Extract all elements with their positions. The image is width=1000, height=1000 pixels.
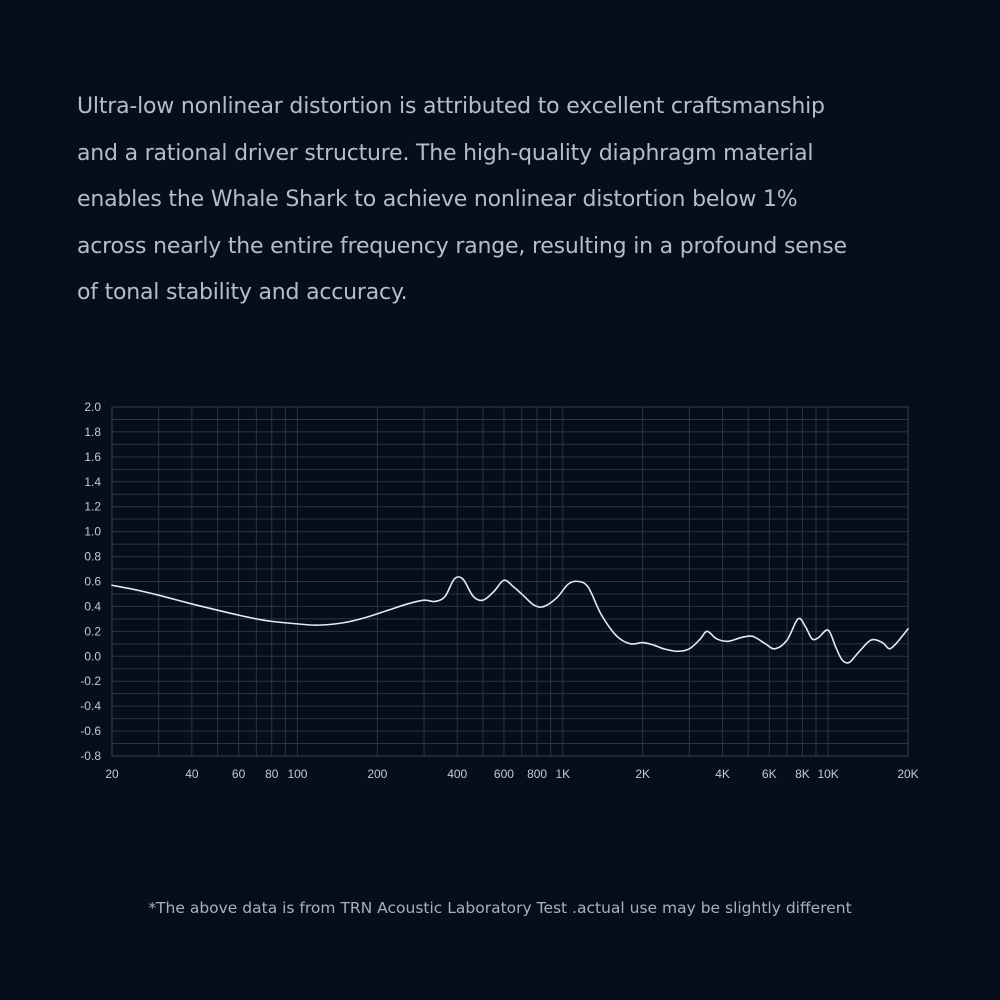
y-tick-label: -0.2 (80, 674, 101, 688)
description-paragraph: Ultra-low nonlinear distortion is attrib… (77, 84, 937, 317)
y-tick-label: -0.6 (80, 724, 101, 738)
y-tick-label: 1.6 (84, 450, 101, 464)
y-tick-label: -0.4 (80, 699, 101, 713)
description-line: across nearly the entire frequency range… (77, 233, 847, 259)
y-tick-label: -0.8 (80, 749, 101, 763)
x-tick-label: 6K (762, 767, 777, 781)
plot-frame (111, 406, 909, 757)
x-tick-label: 8K (795, 767, 810, 781)
distortion-series-line (111, 576, 909, 664)
x-tick-label: 100 (287, 767, 307, 781)
x-tick-label: 2K (635, 767, 650, 781)
y-tick-label: 0.0 (84, 649, 101, 663)
y-tick-label: 0.6 (84, 575, 101, 589)
y-tick-label: 1.8 (84, 425, 101, 439)
x-tick-label: 200 (367, 767, 387, 781)
y-tick-label: 0.4 (84, 599, 101, 613)
y-tick-label: 2.0 (84, 400, 101, 414)
x-tick-label: 10K (817, 767, 838, 781)
x-tick-label: 40 (185, 767, 199, 781)
description-line: and a rational driver structure. The hig… (77, 140, 814, 166)
chart-series (111, 576, 909, 664)
x-tick-label: 20K (897, 767, 918, 781)
x-tick-label: 400 (447, 767, 467, 781)
y-tick-label: 0.2 (84, 624, 101, 638)
description-line: enables the Whale Shark to achieve nonli… (77, 187, 798, 212)
x-tick-label: 1K (555, 767, 570, 781)
x-tick-label: 800 (527, 767, 547, 781)
x-tick-label: 600 (494, 767, 514, 781)
y-tick-label: 1.0 (84, 525, 101, 539)
y-tick-label: 1.2 (84, 500, 101, 514)
footnote: *The above data is from TRN Acoustic Lab… (148, 899, 852, 917)
chart-grid (111, 406, 909, 757)
chart-tick-labels: 2.0 1.8 1.6 1.4 1.2 1.0 0.8 0.6 0.4 0.2 0.0 -0.2 -0.… (80, 400, 918, 781)
description-line: Ultra-low nonlinear distortion is attrib… (77, 94, 825, 119)
x-tick-label: 60 (232, 767, 246, 781)
x-tick-label: 80 (265, 767, 279, 781)
x-tick-label: 20 (105, 767, 119, 781)
description-line: of tonal stability and accuracy. (77, 280, 408, 305)
y-tick-label: 1.4 (84, 475, 101, 489)
x-tick-label: 4K (715, 767, 730, 781)
y-tick-label: 0.8 (84, 550, 101, 564)
